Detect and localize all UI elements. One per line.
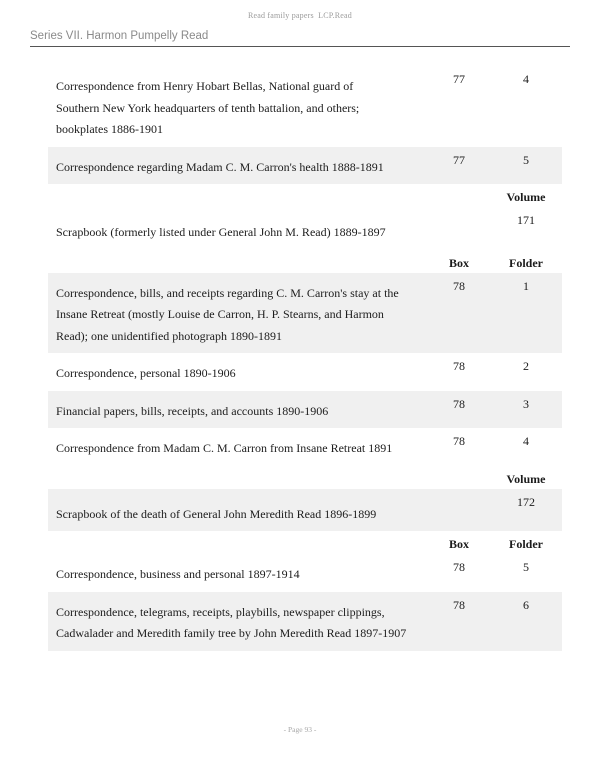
box-cell [428, 466, 490, 489]
volume-cell: 172 [517, 494, 535, 509]
item-description: Correspondence, telegrams, receipts, pla… [56, 604, 407, 641]
table-row: Correspondence regarding Madam C. M. Car… [48, 146, 562, 184]
item-description: Correspondence, business and personal 18… [56, 567, 300, 581]
table-row: Correspondence, business and personal 18… [48, 554, 562, 592]
volume-header-row: Volume [48, 184, 562, 207]
table-row-volume-item: Scrapbook (formerly listed under General… [48, 207, 562, 250]
folder-column-header: Folder [509, 255, 543, 270]
header-rule [30, 46, 570, 47]
item-description: Correspondence regarding Madam C. M. Car… [56, 159, 384, 174]
folder-cell: 6 [523, 597, 529, 612]
box-cell: 78 [453, 597, 465, 612]
volume-column-header: Volume [506, 471, 546, 486]
table-row: Correspondence, telegrams, receipts, pla… [48, 591, 562, 651]
item-description: Scrapbook of the death of General John M… [56, 506, 377, 521]
item-description: Correspondence, personal 1890-1906 [56, 366, 236, 380]
table-row-volume-item: Scrapbook of the death of General John M… [48, 488, 562, 532]
finding-aid-table: Correspondence from Henry Hobart Bellas,… [48, 66, 562, 651]
box-folder-header-row: Box Folder [48, 250, 562, 273]
table-row: Correspondence from Henry Hobart Bellas,… [48, 66, 562, 147]
folder-cell: 1 [523, 278, 529, 293]
table-row: Correspondence, personal 1890-1906 78 2 [48, 353, 562, 391]
item-description [48, 531, 428, 554]
box-column-header: Box [448, 255, 469, 270]
box-cell: 77 [453, 152, 465, 167]
series-title: Series VII. Harmon Pumpelly Read [30, 30, 209, 42]
box-cell: 78 [453, 359, 465, 373]
folder-cell: 5 [523, 560, 529, 574]
item-description: Scrapbook (formerly listed under General… [56, 225, 386, 239]
table-row: Correspondence, bills, and receipts rega… [48, 272, 562, 353]
item-description: Financial papers, bills, receipts, and a… [56, 403, 329, 418]
item-description [48, 466, 428, 489]
box-cell [428, 489, 490, 532]
folder-cell: 2 [523, 359, 529, 373]
item-description [48, 184, 428, 207]
box-cell: 78 [453, 278, 465, 293]
box-cell [428, 184, 490, 207]
box-cell: 78 [453, 396, 465, 411]
volume-cell: 171 [517, 213, 535, 227]
box-column-header: Box [448, 537, 469, 551]
volume-column-header: Volume [506, 190, 546, 204]
item-description: Correspondence from Henry Hobart Bellas,… [56, 79, 360, 136]
folder-column-header: Folder [509, 537, 543, 551]
folder-cell: 5 [523, 152, 529, 167]
table-row: Financial papers, bills, receipts, and a… [48, 390, 562, 428]
item-description [48, 250, 428, 273]
folder-cell: 4 [523, 434, 529, 448]
box-cell: 78 [453, 560, 465, 574]
volume-header-row: Volume [48, 466, 562, 489]
box-cell: 77 [453, 72, 465, 86]
item-description: Correspondence from Madam C. M. Carron f… [56, 441, 393, 455]
document-page: Read family papers LCP.Read Series VII. … [30, 11, 570, 734]
page-number: - Page 93 - [283, 725, 317, 734]
box-cell: 78 [453, 434, 465, 448]
folder-cell: 3 [523, 396, 529, 411]
folder-cell: 4 [523, 72, 529, 86]
box-folder-header-row: Box Folder [48, 531, 562, 554]
item-description: Correspondence, bills, and receipts rega… [56, 285, 399, 343]
document-title-header: Read family papers LCP.Read [247, 11, 353, 20]
table-row: Correspondence from Madam C. M. Carron f… [48, 428, 562, 466]
box-cell [428, 207, 490, 250]
